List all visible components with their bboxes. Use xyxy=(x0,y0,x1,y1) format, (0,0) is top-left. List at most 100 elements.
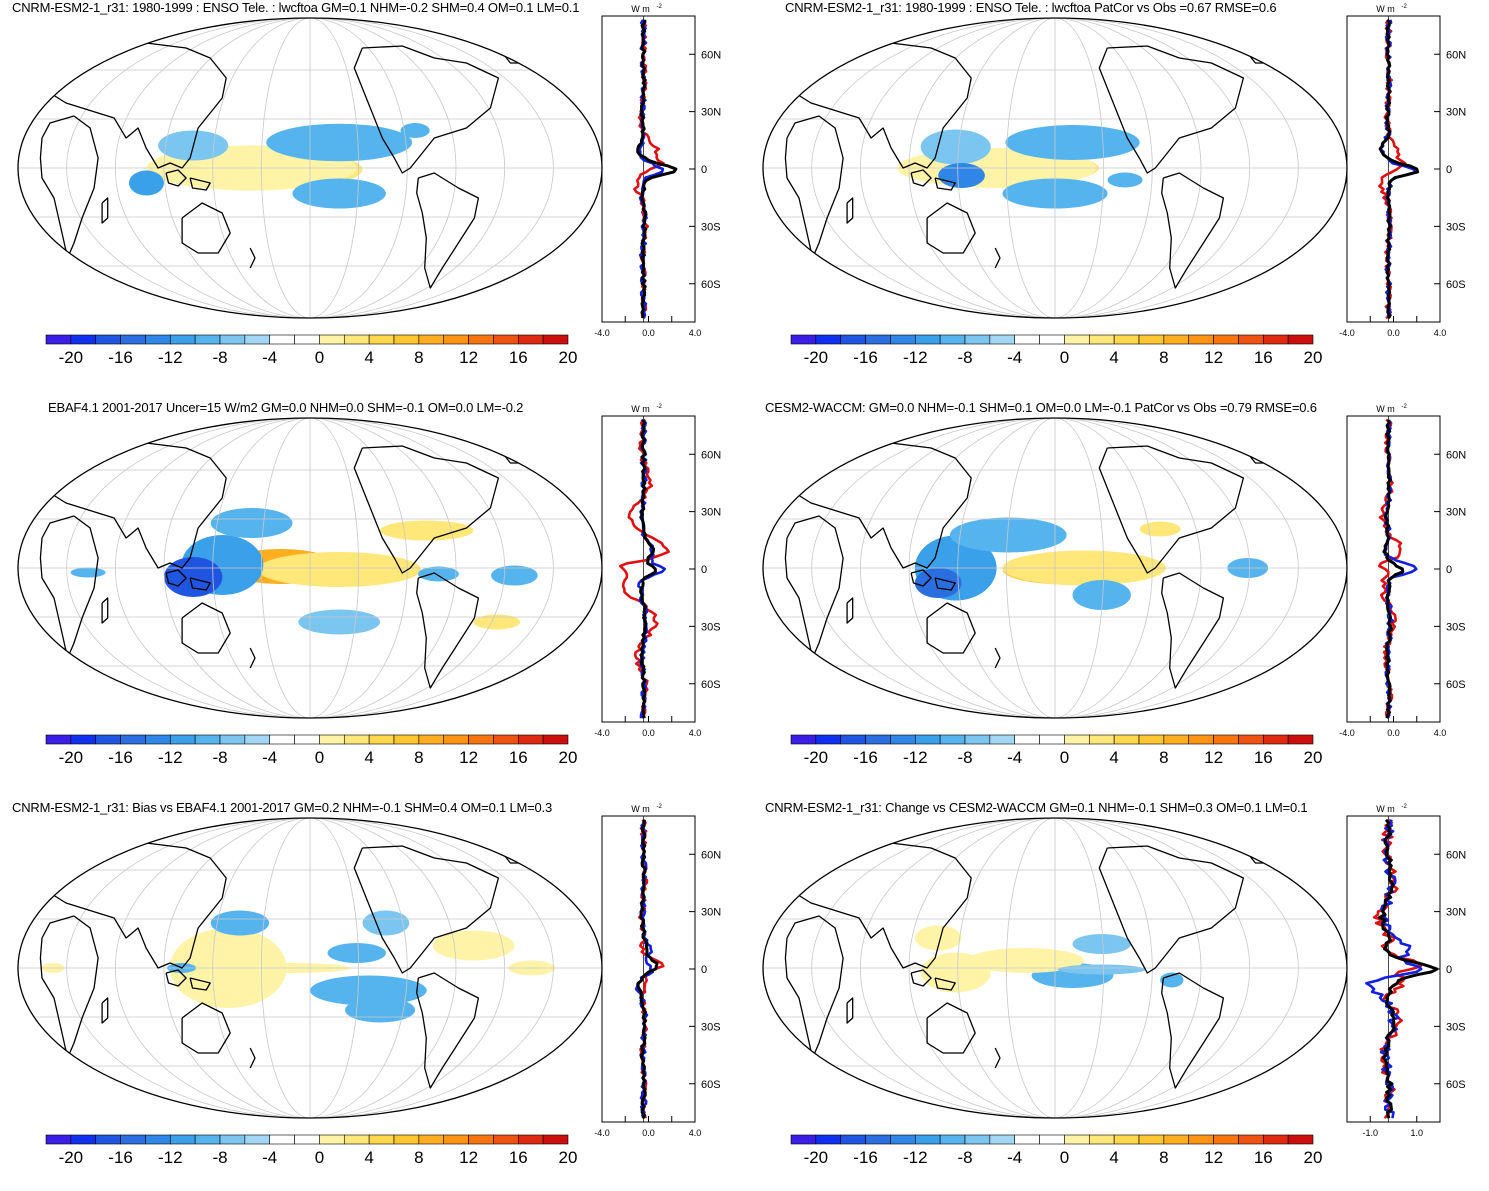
lat-tick-label: 30N xyxy=(1446,907,1466,919)
meridian xyxy=(957,18,1056,318)
colorbar-swatch xyxy=(865,334,891,345)
anomaly-region xyxy=(310,975,427,1006)
colorbar-swatch xyxy=(815,734,842,745)
colorbar-swatch xyxy=(169,734,196,745)
colorbar-label: -4 xyxy=(1007,1148,1022,1167)
coastline xyxy=(181,202,231,254)
coastline xyxy=(1161,172,1225,289)
panel-6: CNRM-ESM2-1_r31: Change vs CESM2-WACCM G… xyxy=(745,800,1489,1191)
colorbar-swatch xyxy=(1238,334,1264,345)
coastline xyxy=(846,997,854,1024)
colorbar-label: 20 xyxy=(559,1148,578,1167)
panel-title: CNRM-ESM2-1_r31: 1980-1999 : ENSO Tele. … xyxy=(12,0,580,15)
graticule xyxy=(18,818,602,1118)
colorbar-swatch xyxy=(1014,1134,1040,1145)
lat-tick-label: 60N xyxy=(701,49,721,61)
anomaly-region xyxy=(1072,580,1131,610)
coastline xyxy=(784,115,844,259)
meridian xyxy=(957,818,1056,1118)
black-zonal-mean-line xyxy=(636,19,678,319)
colorbar-swatch xyxy=(169,334,196,345)
coastline xyxy=(994,647,1001,669)
map xyxy=(762,817,1348,1119)
coastline xyxy=(994,247,1001,269)
meridian xyxy=(309,18,457,318)
colorbar-swatch xyxy=(343,1134,370,1145)
unit-label: W m xyxy=(631,804,650,814)
unit-exponent: -2 xyxy=(1402,804,1408,810)
coastline xyxy=(778,842,972,969)
colorbar-swatch xyxy=(1163,334,1190,345)
meridian xyxy=(1054,418,1105,718)
meridian xyxy=(309,418,457,718)
panel-svg: W m -2 60N 30N 0 30S 60S -1.0 1.0 -20 -16 -12 -8 -4 0 4… xyxy=(762,804,1466,1167)
colorbar-swatch xyxy=(145,1134,171,1145)
colorbar-swatch xyxy=(194,334,221,345)
x-tick-label: 4.0 xyxy=(1434,328,1447,338)
colorbar-label: -8 xyxy=(957,1148,972,1167)
colorbar-swatch xyxy=(865,734,891,745)
colorbar-swatch xyxy=(1262,1134,1289,1145)
colorbar-swatch xyxy=(840,334,866,345)
anomaly-region xyxy=(298,609,381,635)
x-tick-label: 0.0 xyxy=(1387,328,1400,338)
colorbar-swatch xyxy=(1262,734,1289,745)
map xyxy=(17,17,603,319)
meridian xyxy=(309,418,408,718)
colorbar-swatch xyxy=(1039,334,1065,345)
colorbar-swatch xyxy=(914,734,941,745)
meridian xyxy=(811,18,1056,318)
colorbar-label: -12 xyxy=(158,1148,183,1167)
lat-tick-label: 30S xyxy=(1446,621,1466,633)
coastline xyxy=(189,177,211,191)
anomaly-region xyxy=(473,614,521,630)
map xyxy=(762,417,1348,719)
zonal-mean-profile: W m -2 60N 30N 0 30S 60S -4.0 0.0 4.0 xyxy=(1339,4,1466,338)
graticule xyxy=(763,18,1347,318)
zonal-mean-profile: W m -2 60N 30N 0 30S 60S -4.0 0.0 4.0 xyxy=(594,404,721,738)
anomaly-region xyxy=(362,910,410,936)
colorbar-swatch xyxy=(45,1134,72,1145)
coastline xyxy=(1098,45,1245,174)
anomaly-region xyxy=(920,129,991,165)
colorbar-swatch xyxy=(1188,1134,1214,1145)
colorbar-label: 0 xyxy=(315,1148,324,1167)
colorbar-label: -20 xyxy=(59,748,84,767)
anomaly-region xyxy=(1057,964,1146,975)
lat-tick-label: 30S xyxy=(701,221,721,233)
unit-exponent: -2 xyxy=(657,404,663,410)
colorbar-label: -16 xyxy=(108,348,133,367)
anomaly-region xyxy=(292,178,386,209)
lat-tick-label: 0 xyxy=(1446,164,1452,176)
coastline xyxy=(910,169,932,187)
colorbar-swatch xyxy=(95,334,121,345)
colorbar-swatch xyxy=(393,334,420,345)
colorbar-swatch xyxy=(368,1134,395,1145)
anomaly-region xyxy=(266,123,413,162)
colorbar-label: -12 xyxy=(903,748,928,767)
zonal-mean-profile: W m -2 60N 30N 0 30S 60S -4.0 0.0 4.0 xyxy=(1339,404,1466,738)
colorbar-label: 20 xyxy=(1304,348,1323,367)
coastline xyxy=(497,427,548,464)
lat-tick-label: 30N xyxy=(701,907,721,919)
colorbar-swatch xyxy=(964,334,991,345)
colorbar-swatch xyxy=(393,734,420,745)
colorbar-label: 0 xyxy=(1060,348,1069,367)
lat-tick-label: 60S xyxy=(1446,1079,1466,1091)
colorbar-label: 4 xyxy=(364,348,373,367)
red-zonal-mean-line xyxy=(1378,418,1403,720)
colorbar-swatch xyxy=(468,334,494,345)
coastline xyxy=(1098,845,1245,974)
colorbar-swatch xyxy=(120,1134,146,1145)
panel-5: CNRM-ESM2-1_r31: Bias vs EBAF4.1 2001-20… xyxy=(0,800,744,1191)
meridian xyxy=(163,818,311,1118)
anomaly-region xyxy=(920,952,991,993)
colorbar-label: 20 xyxy=(559,348,578,367)
colorbar-swatch xyxy=(443,734,469,745)
colorbar-label: 8 xyxy=(1159,348,1168,367)
unit-label: W m xyxy=(1376,4,1395,14)
colorbar-label: 4 xyxy=(364,748,373,767)
colorbar-swatch xyxy=(244,734,271,745)
